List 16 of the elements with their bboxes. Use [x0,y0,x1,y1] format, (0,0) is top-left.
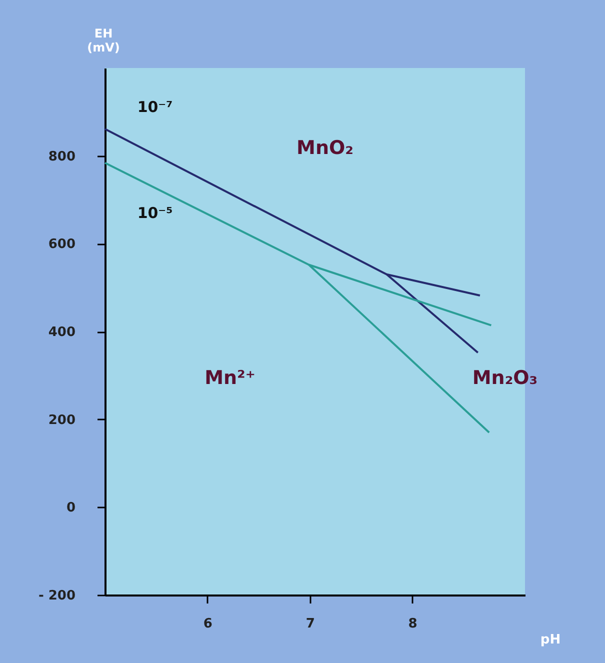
y-tick-label: 200 [48,412,76,428]
x-tick-label: 8 [408,616,418,632]
y-tick-label: 400 [48,325,76,340]
annotation: Mn₂O₃ [472,367,538,389]
y-tick-label: - 200 [38,588,76,604]
annotation: Mn²⁺ [204,367,256,389]
x-tick-label: 6 [203,616,212,632]
y-tick-label: 800 [48,149,76,164]
annotation: MnO₂ [296,137,354,159]
x-tick-label: 7 [306,616,315,632]
x-axis-title: pH [540,632,561,648]
y-tick-label: 0 [66,500,76,516]
series-label: 10⁻⁷ [137,98,173,116]
y-tick-label: 600 [48,237,76,252]
y-axis-title: EH (mV) [87,26,120,54]
series-label: 10⁻⁵ [137,204,173,222]
